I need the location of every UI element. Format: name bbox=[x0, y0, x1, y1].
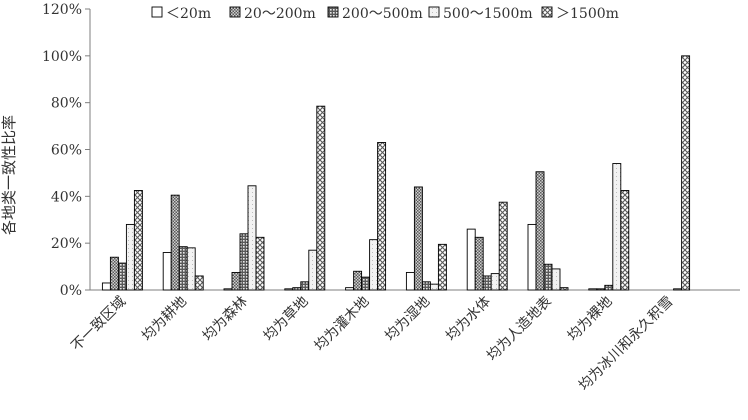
bar bbox=[612, 163, 622, 291]
bar bbox=[247, 185, 257, 291]
bar bbox=[466, 228, 476, 291]
x-category-label: 均为灌木地 bbox=[312, 294, 373, 355]
legend-swatch bbox=[327, 6, 339, 18]
bar bbox=[681, 55, 691, 291]
bar bbox=[186, 247, 196, 291]
bar bbox=[527, 223, 537, 291]
bar bbox=[673, 288, 683, 291]
bar bbox=[490, 273, 500, 291]
bar bbox=[620, 190, 630, 291]
x-category-label: 均为人造地表 bbox=[484, 294, 555, 365]
bar bbox=[551, 268, 561, 291]
bar bbox=[535, 171, 545, 291]
legend-label: 20～200m bbox=[244, 6, 316, 22]
y-axis-title: 各地类一致性比率 bbox=[0, 115, 18, 235]
y-tick-label: 100% bbox=[42, 49, 82, 65]
bar bbox=[596, 288, 606, 291]
bar bbox=[223, 288, 233, 291]
bar bbox=[117, 262, 127, 291]
bar bbox=[109, 256, 119, 291]
y-tick-label: 40% bbox=[51, 189, 82, 205]
x-category-label: 均为草地 bbox=[261, 294, 312, 345]
bar bbox=[377, 142, 387, 291]
y-tick-label: 0% bbox=[60, 283, 82, 299]
bar bbox=[405, 271, 415, 291]
legend-label: ＜20m bbox=[166, 6, 211, 22]
bar bbox=[369, 239, 379, 291]
bar bbox=[316, 105, 326, 291]
bar bbox=[413, 186, 423, 291]
x-category-label: 均为耕地 bbox=[138, 293, 190, 345]
bar bbox=[498, 201, 508, 291]
bar bbox=[133, 190, 143, 291]
y-tick-label: 80% bbox=[51, 96, 82, 112]
legend: ＜20m 20～200m 200～500m 500～1500m ＞1500m bbox=[151, 6, 619, 22]
x-category-label: 均为森林 bbox=[200, 294, 251, 345]
legend-label: ＞1500m bbox=[556, 6, 619, 22]
bar bbox=[345, 287, 355, 291]
bar bbox=[308, 249, 318, 291]
bar bbox=[231, 271, 241, 291]
legend-swatch bbox=[151, 6, 163, 18]
legend-swatch bbox=[541, 6, 553, 18]
bar bbox=[300, 281, 310, 291]
x-category-label: 均为湿地 bbox=[382, 294, 433, 345]
legend-label: 200～500m bbox=[342, 6, 423, 22]
bar bbox=[482, 275, 492, 291]
bar bbox=[474, 236, 484, 291]
y-tick-label: 120% bbox=[42, 2, 82, 18]
bar bbox=[437, 243, 447, 291]
bar bbox=[421, 281, 431, 291]
bar bbox=[604, 284, 614, 291]
bar bbox=[588, 288, 598, 291]
bar bbox=[559, 287, 569, 291]
bar bbox=[255, 236, 265, 291]
bar bbox=[178, 246, 188, 291]
bar bbox=[125, 223, 135, 291]
legend-swatch bbox=[428, 6, 440, 18]
bar bbox=[361, 276, 371, 291]
x-category-label: 均为水体 bbox=[443, 294, 494, 345]
bars bbox=[101, 55, 691, 291]
bar bbox=[239, 233, 249, 291]
x-category-label: 不一致区域 bbox=[68, 294, 129, 355]
y-tick-label: 20% bbox=[51, 236, 82, 252]
y-tick-label: 60% bbox=[51, 143, 82, 159]
bar bbox=[429, 283, 439, 291]
legend-label: 500～1500m bbox=[443, 6, 533, 22]
x-category-label: 均为裸地 bbox=[565, 294, 616, 345]
bar bbox=[170, 194, 180, 291]
bar bbox=[353, 270, 363, 291]
bar bbox=[194, 275, 204, 291]
bar bbox=[543, 263, 553, 291]
bar bbox=[101, 282, 111, 291]
bar bbox=[292, 287, 302, 291]
legend-swatch bbox=[229, 6, 241, 18]
bar bbox=[162, 252, 172, 291]
bar bbox=[284, 288, 294, 291]
